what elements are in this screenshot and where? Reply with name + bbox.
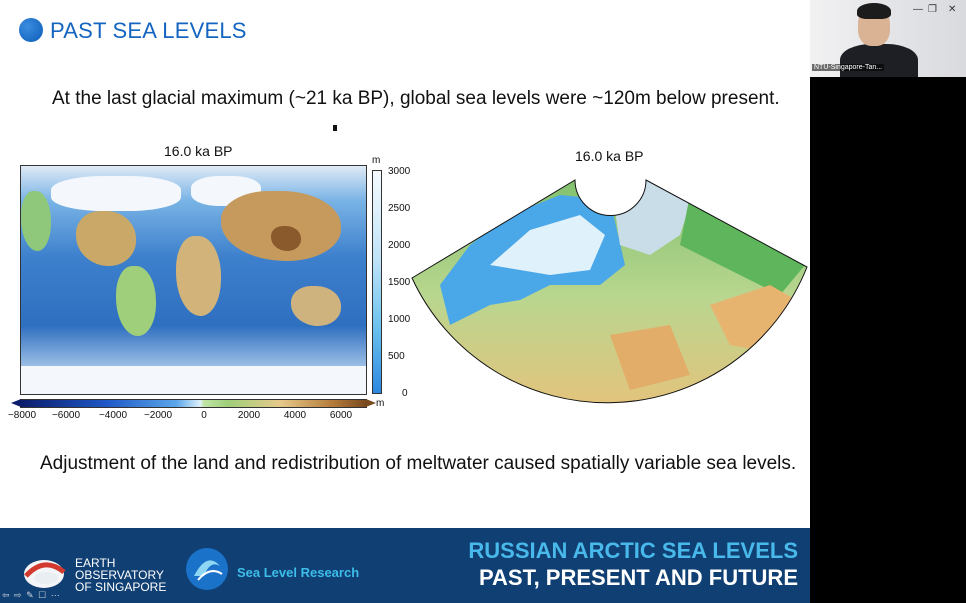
bullet-dot-icon [19, 18, 43, 42]
restore-icon[interactable]: ❐ [928, 4, 937, 15]
world-map [20, 165, 367, 395]
arctic-map-title: 16.0 ka BP [575, 148, 644, 164]
slide-text-1: At the last glacial maximum (~21 ka BP),… [52, 88, 780, 109]
participant-hair [857, 3, 891, 19]
vbar-tick: 0 [402, 388, 408, 399]
presentation-slide: PAST SEA LEVELS At the last glacial maxi… [0, 0, 810, 603]
world-map-title: 16.0 ka BP [164, 143, 233, 159]
sea-level-research-logo-icon [186, 548, 228, 590]
mouse-cursor-icon [333, 125, 337, 131]
eos-line-1: EARTH [75, 556, 116, 570]
eos-line-3: OF SINGAPORE [75, 580, 167, 594]
slide-text-2: Adjustment of the land and redistributio… [40, 453, 797, 474]
hbar-tick: 6000 [329, 410, 353, 421]
hbar-tick: −4000 [98, 410, 128, 421]
slide-footer [0, 528, 810, 603]
sea-level-research-label: Sea Level Research [237, 565, 360, 580]
participant-body [840, 44, 918, 77]
deck-title-line-1: RUSSIAN ARCTIC SEA LEVELS [468, 538, 798, 563]
eos-line-2: OBSERVATORY [75, 568, 164, 582]
minimize-icon[interactable]: — [913, 4, 923, 15]
slideshow-controls[interactable]: ⇦ ⇨ ✎ ☐ ⋯ [2, 590, 61, 600]
hbar-tick: −2000 [143, 410, 173, 421]
arctic-map [411, 179, 808, 404]
vbar-tick: 2500 [388, 203, 411, 214]
vbar-unit: m [372, 155, 381, 166]
vbar-tick: 2000 [388, 240, 411, 251]
hbar-tick: 0 [201, 410, 207, 421]
horizontal-colorbar [11, 399, 376, 408]
vertical-colorbar [372, 170, 382, 394]
deck-title-line-2: PAST, PRESENT AND FUTURE [478, 565, 798, 590]
vbar-tick: 500 [388, 351, 405, 362]
slide-title: PAST SEA LEVELS [50, 18, 247, 43]
eos-name: EARTH OBSERVATORY OF SINGAPORE [75, 557, 166, 593]
hbar-tick: −6000 [51, 410, 81, 421]
close-icon[interactable]: ✕ [948, 4, 957, 15]
vbar-tick: 1000 [388, 314, 411, 325]
vbar-tick: 1500 [388, 277, 411, 288]
hbar-unit: m [376, 398, 385, 409]
hbar-tick: −8000 [7, 410, 37, 421]
hbar-tick: 2000 [237, 410, 261, 421]
hbar-tick: 4000 [283, 410, 307, 421]
eos-logo-icon [24, 560, 66, 588]
vbar-tick: 3000 [388, 166, 411, 177]
participant-name: NTU-Singapore-Tan... [812, 64, 885, 71]
